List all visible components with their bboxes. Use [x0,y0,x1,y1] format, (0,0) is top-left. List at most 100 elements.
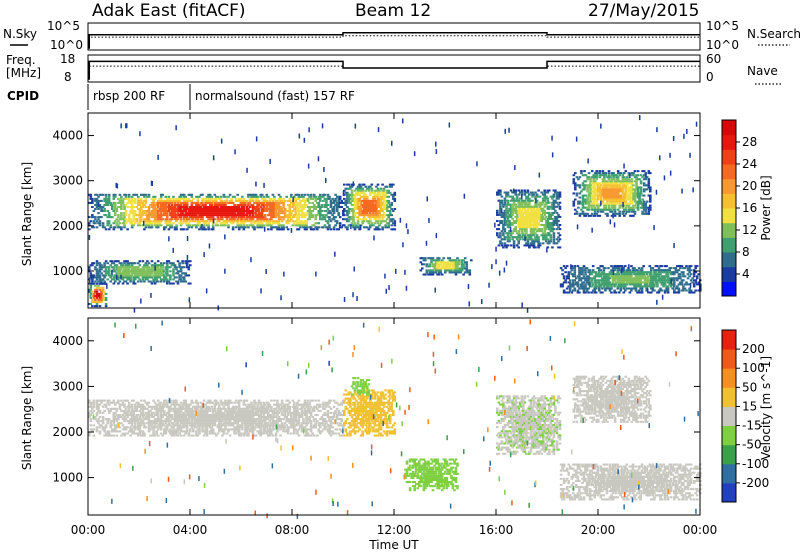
data-cell [637,281,641,284]
data-cell [557,213,560,216]
data-cell [647,208,651,211]
data-cell [549,217,553,220]
data-cell [189,216,192,219]
data-cell [543,191,546,194]
data-cell [598,289,601,292]
data-cell [178,208,181,211]
data-cell [379,195,383,198]
data-cell [196,220,200,223]
data-cell [353,214,357,217]
data-cell [575,192,579,195]
data-cell [584,202,588,205]
data-cell [534,238,537,241]
data-cell [328,210,331,213]
data-cell [673,279,676,282]
data-cell [612,184,615,187]
data-cell [382,199,386,202]
data-cell [373,218,377,221]
data-cell [352,216,355,219]
data-cell [239,208,243,211]
data-cell [242,226,246,229]
data-cell [352,226,355,229]
data-cell [303,226,307,229]
data-cell [626,194,629,197]
data-cell [208,220,212,223]
data-cell [265,201,269,204]
data-cell [549,215,553,218]
data-cell [694,279,697,282]
data-cell [546,217,550,220]
data-cell [610,192,614,195]
data-cell [624,188,628,191]
data-cell [245,218,249,221]
data-cell [227,212,230,215]
data-cell [207,222,210,225]
data-cell [271,212,275,215]
data-cell [175,220,178,223]
data-cell [372,195,375,198]
data-cell [624,202,628,205]
data-cell [309,197,313,200]
data-cell [175,214,178,217]
data-cell [234,216,238,219]
data-cell [153,204,157,207]
data-cell [671,287,674,290]
data-cell [163,278,166,281]
data-cell [520,230,524,233]
data-cell [247,216,250,219]
data-cell [535,203,539,206]
data-cell [366,220,369,223]
data-cell [115,218,119,221]
data-cell [234,226,238,229]
data-cell [517,240,520,243]
data-cell [103,226,106,229]
data-cell [647,194,651,197]
data-cell [520,209,524,212]
data-cell [450,261,453,264]
data-cell [286,214,290,217]
data-cell [551,213,554,216]
data-cell [147,220,151,223]
data-cell [373,222,377,225]
data-cell [120,272,123,275]
data-cell [598,269,601,272]
data-cell [296,218,299,221]
data-cell [306,218,310,221]
data-cell [143,193,146,196]
data-cell [627,178,631,181]
data-cell [645,176,649,179]
data-cell [104,199,108,202]
data-cell [362,220,366,223]
data-cell [241,218,244,221]
data-cell [589,188,592,191]
data-cell [632,192,635,195]
data-cell [167,280,171,283]
data-cell [522,238,525,241]
data-cell [302,206,305,209]
data-cell [583,184,586,187]
data-cell [502,211,505,214]
data-cell [346,212,349,215]
data-cell [155,276,158,279]
data-cell [169,206,172,209]
data-cell [595,204,598,207]
data-cell [648,265,652,268]
data-cell [621,210,625,213]
data-cell [296,208,299,211]
data-cell [633,180,637,183]
data-cell [603,186,606,189]
data-cell [641,194,644,197]
data-cell [364,185,367,188]
data-cell [639,269,642,272]
data-cell [610,214,614,217]
data-cell [305,220,308,223]
data-cell [624,180,628,183]
data-cell [624,265,627,268]
data-cell [577,206,580,209]
data-cell [342,218,345,221]
data-cell [502,232,505,235]
data-cell [248,216,252,219]
data-cell [236,220,239,223]
freq-panel-frame [87,54,701,83]
data-cell [251,212,255,215]
